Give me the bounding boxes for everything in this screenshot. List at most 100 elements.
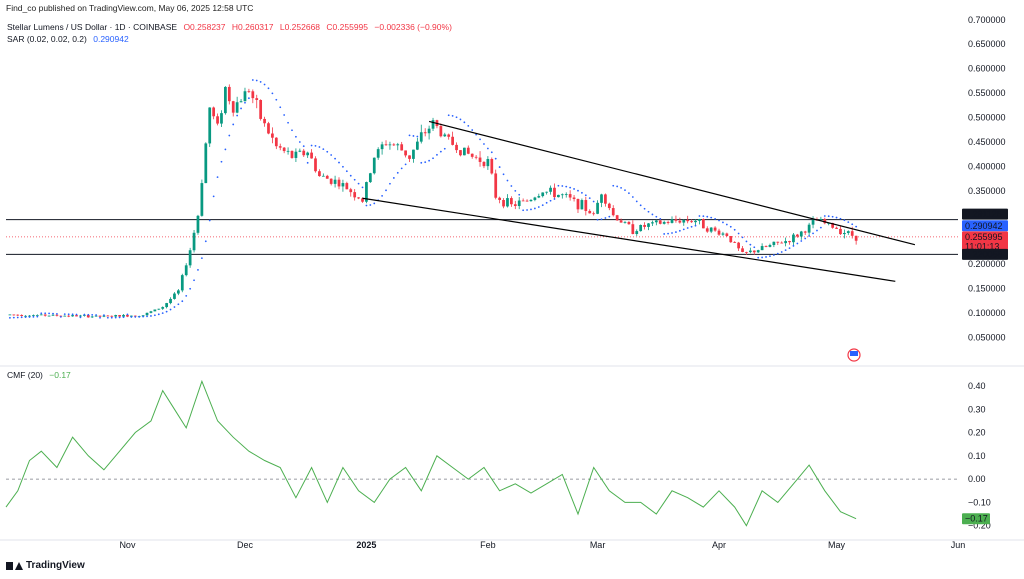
candle-body <box>165 303 168 308</box>
sar-value: 0.290942 <box>93 34 129 44</box>
sar-dot <box>251 79 254 81</box>
channel-trendline[interactable] <box>428 120 916 246</box>
cmf-line[interactable] <box>5 379 857 527</box>
candle-body <box>462 147 466 156</box>
candle-body <box>200 183 204 216</box>
cmf-value-label-bg <box>962 513 990 525</box>
sar-dot <box>165 310 168 313</box>
candle-body <box>831 222 835 228</box>
candle-body <box>325 175 329 179</box>
cmf-y-tick-label: −0.20 <box>968 521 991 531</box>
candle-body <box>596 202 599 214</box>
candle-body <box>474 156 478 158</box>
publisher-line: Find_co published on TradingView.com, Ma… <box>6 3 254 13</box>
sar-dot <box>169 308 172 311</box>
candle-body <box>741 248 744 252</box>
price-axis-label-bg <box>962 231 1008 252</box>
sar-dot <box>620 186 622 189</box>
sar-dot <box>819 226 822 229</box>
candle-body <box>717 230 721 235</box>
tradingview-brand: TradingView <box>26 560 85 571</box>
sar-dot <box>63 313 66 316</box>
candle-body <box>788 241 791 243</box>
sar-dot <box>263 83 266 86</box>
candle-body <box>553 187 556 198</box>
candle-body <box>98 315 102 317</box>
cmf-value-label: −0.17 <box>965 514 988 524</box>
candle-body <box>255 98 259 100</box>
candle-body <box>384 144 388 146</box>
sar-dot <box>357 182 360 185</box>
candle-body <box>592 213 596 215</box>
sar-dot <box>106 316 109 319</box>
candle-body <box>850 231 854 236</box>
sar-dot <box>545 201 548 204</box>
sar-dot <box>573 188 575 190</box>
cmf-legend[interactable]: CMF (20) −0.17 <box>7 370 75 380</box>
symbol-title[interactable]: Stellar Lumens / US Dollar · 1D · COINBA… <box>7 22 178 32</box>
sar-dot <box>212 195 215 198</box>
sar-dot <box>306 161 309 164</box>
candle-body <box>298 150 302 152</box>
sar-dot <box>408 134 411 137</box>
candle-body <box>564 194 568 195</box>
sar-dot <box>287 121 289 124</box>
sar-dot <box>244 101 246 104</box>
sar-dot <box>569 186 572 189</box>
candle-body <box>545 191 549 193</box>
candle-body <box>486 159 490 167</box>
candle-body <box>443 134 447 137</box>
sar-dot <box>577 189 579 192</box>
candle-body <box>329 178 333 184</box>
sar-dot <box>702 215 705 218</box>
sar-dot <box>228 134 231 137</box>
x-tick-label: Nov <box>119 540 136 550</box>
sar-dot <box>310 144 313 147</box>
sar-dot <box>204 240 207 243</box>
sar-dot <box>338 161 340 164</box>
candle-body <box>604 194 607 204</box>
candle-body <box>419 132 423 142</box>
candle-body <box>846 231 850 233</box>
y-tick-label: 0.450000 <box>968 137 1006 147</box>
sar-dot <box>295 135 297 138</box>
sar-dot <box>772 254 775 256</box>
change-value: −0.002336 (−0.90%) <box>374 22 452 32</box>
sar-dot <box>443 147 446 150</box>
candle-body <box>118 315 121 317</box>
candle-body <box>47 315 51 317</box>
candle-body <box>643 224 646 227</box>
sar-dot <box>134 316 137 318</box>
sar-dot <box>831 215 834 218</box>
x-tick-label: Feb <box>480 540 496 550</box>
candle-body <box>678 220 682 223</box>
candle-body <box>607 203 611 209</box>
cmf-y-tick-label: 0.30 <box>968 404 986 414</box>
sar-dot <box>99 316 101 319</box>
candle-body <box>588 210 592 214</box>
sar-dot <box>628 192 630 195</box>
candle-body <box>619 220 623 223</box>
channel-trendline[interactable] <box>362 197 896 282</box>
sar-dot <box>56 312 58 315</box>
sar-dot <box>682 228 685 231</box>
candle-body <box>106 315 110 317</box>
sar-dot <box>361 186 364 189</box>
candle-body <box>639 224 643 232</box>
candle-body <box>173 293 176 299</box>
candle-body <box>470 153 474 157</box>
x-tick-label: May <box>828 540 846 550</box>
price-axis-label-bg <box>962 208 1008 220</box>
sar-dot <box>9 316 11 319</box>
candle-body <box>333 179 337 184</box>
candle-body <box>737 242 740 249</box>
sar-legend[interactable]: SAR (0.02, 0.02, 0.2) 0.290942 <box>7 34 133 44</box>
sar-dot <box>855 225 858 228</box>
sar-dot <box>83 313 86 316</box>
candle-body <box>513 204 517 207</box>
candle-body <box>698 219 701 221</box>
sar-dot <box>32 315 35 318</box>
sar-dot <box>365 204 368 207</box>
candle-body <box>67 315 71 317</box>
